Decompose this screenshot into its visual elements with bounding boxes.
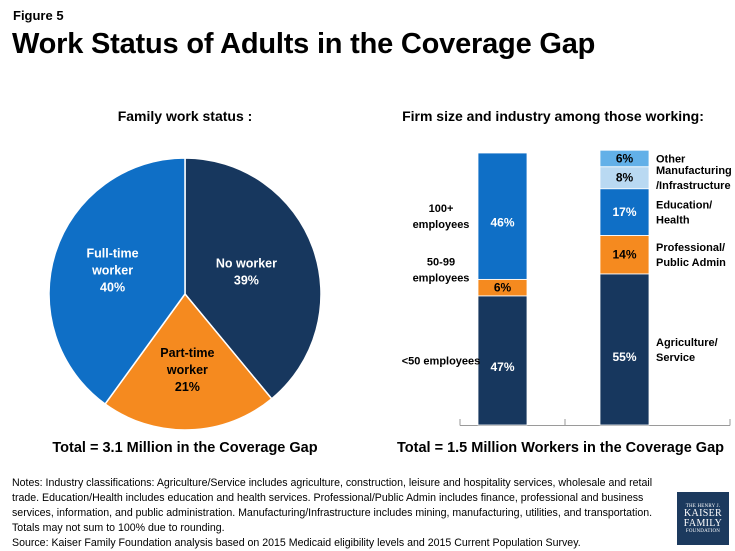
bar-value-label: 6% (494, 281, 512, 295)
kff-logo: THE HENRY J. KAISER FAMILY FOUNDATION (677, 492, 729, 545)
pie-slice (184, 157, 322, 400)
logo-line4: FOUNDATION (685, 528, 721, 534)
bar-category-label: Manufacturing/Infrastructure (656, 165, 732, 192)
figure-label: Figure 5 (13, 8, 64, 23)
notes-text: Notes: Industry classifications: Agricul… (12, 477, 653, 534)
bar-segment (477, 152, 528, 280)
pie-chart-title: Family work status : (117, 108, 253, 124)
bar-category-label: Agriculture/Service (656, 337, 718, 364)
bar-category-label: Education/Health (656, 200, 712, 227)
bar-category-label: <50 employees (402, 355, 481, 367)
bar-value-label: 6% (616, 151, 634, 165)
bar-segment (599, 273, 650, 426)
bar-value-label: 8% (616, 171, 634, 185)
bar-segment (599, 149, 650, 168)
logo-line3: FAMILY (683, 517, 723, 529)
bar-value-label: 47% (490, 360, 514, 374)
bar-value-label: 14% (612, 248, 636, 262)
source-text: Source: Kaiser Family Foundation analysi… (12, 537, 581, 549)
pie-slice (104, 292, 273, 431)
bar-category-label: 50-99 employees (413, 256, 470, 284)
pie-total-label: Total = 3.1 Million in the Coverage Gap (52, 440, 318, 456)
bar-total-label: Total = 1.5 Million Workers in the Cover… (396, 440, 724, 456)
logo-line2: KAISER (684, 507, 722, 519)
pie-chart: No worker 39% Part-time worker 21% Full-time w… (48, 157, 322, 431)
notes: Notes: Industry classifications: Agricul… (12, 476, 664, 551)
bar-category-label: Other (656, 153, 686, 165)
bar-category-label: Professional/Public Admin (656, 242, 726, 269)
bar-segment (599, 235, 650, 275)
bar-chart-title: Firm size and industry among those worki… (402, 108, 704, 124)
bar-category-label: 100+ employees (413, 203, 470, 231)
pie-slice-label: No worker 39% (216, 256, 277, 287)
bar-value-label: 17% (612, 205, 636, 219)
pie-slice-label: Full-time worker 40% (87, 246, 139, 294)
bar-value-label: 55% (612, 350, 636, 364)
page-title: Work Status of Adults in the Coverage Ga… (12, 28, 596, 60)
bar-value-label: 46% (490, 216, 514, 230)
stacked-bar-chart: 47% <50 employees 6% 50-99 employees 46% 100+ e… (402, 149, 732, 426)
bar-segment (477, 295, 528, 426)
pie-slice-label: Part-time worker 21% (160, 346, 214, 394)
pie-slice (48, 157, 186, 406)
logo-line1: THE HENRY J. (685, 503, 721, 509)
